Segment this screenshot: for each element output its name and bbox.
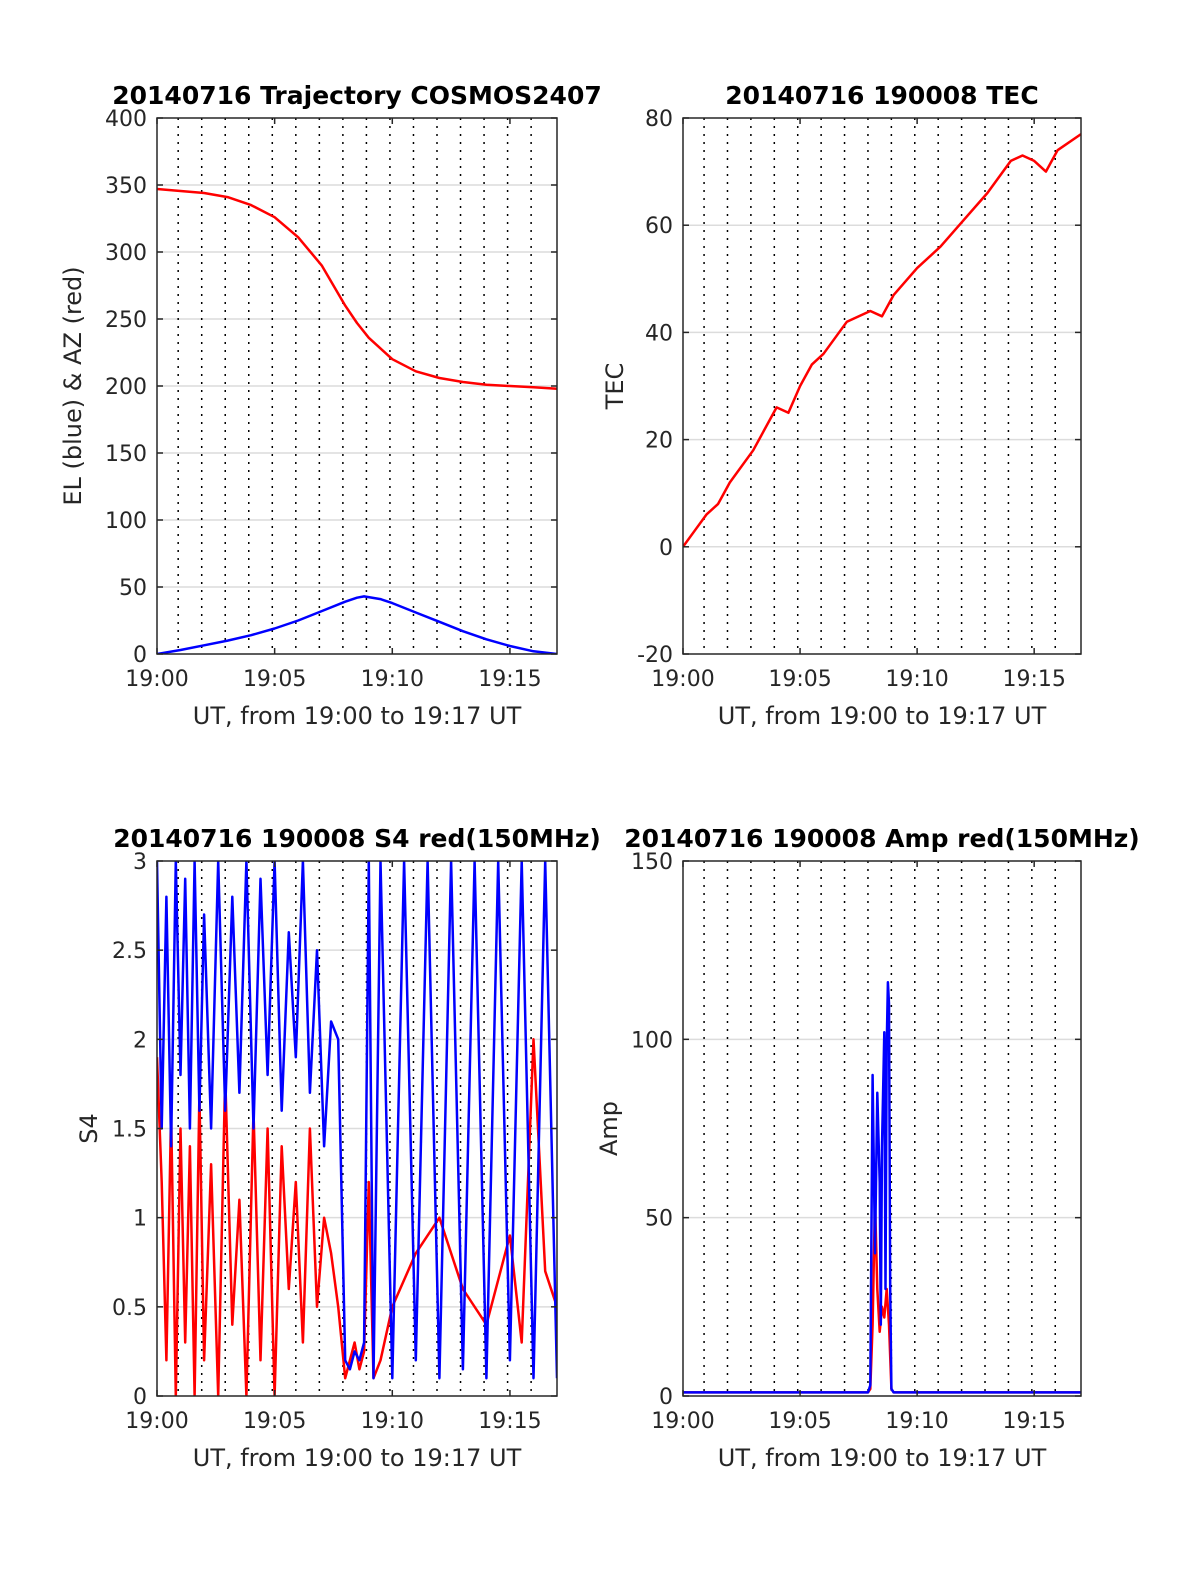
x-tick-label: 19:05 xyxy=(243,1409,306,1434)
series-line-blue xyxy=(157,595,557,654)
y-axis-label: TEC xyxy=(601,363,629,411)
y-tick-label: 200 xyxy=(105,375,147,400)
x-tick-label: 19:10 xyxy=(361,667,424,692)
chart-title: 20140716 190008 TEC xyxy=(725,81,1038,110)
x-tick-label: 19:05 xyxy=(768,1409,831,1434)
chart-panel-3: 0 0.5 1 1.5 2 2.5 3 19:00 19:05 19:10 19:15 2014071… xyxy=(75,824,601,1472)
series-line-red xyxy=(683,133,1081,548)
y-tick-label: 20 xyxy=(645,429,673,454)
series-line-blue xyxy=(157,861,557,1380)
series-line-red xyxy=(157,187,557,390)
y-tick-label: 400 xyxy=(105,107,147,132)
x-tick-label: 19:05 xyxy=(243,667,306,692)
x-axis-label: UT, from 19:00 to 19:17 UT xyxy=(193,702,522,730)
y-tick-label: 1 xyxy=(133,1207,147,1232)
x-tick-label: 19:15 xyxy=(1002,1409,1065,1434)
y-tick-label: 60 xyxy=(645,214,673,239)
y-tick-label: 150 xyxy=(105,442,147,467)
y-tick-label: 100 xyxy=(105,509,147,534)
axes-box xyxy=(682,860,1082,1397)
y-axis-label: Amp xyxy=(595,1101,623,1156)
series-line-red xyxy=(157,1038,557,1396)
y-tick-label: 0.5 xyxy=(112,1296,147,1321)
x-tick-label: 19:15 xyxy=(1002,667,1065,692)
y-tick-label: 100 xyxy=(631,1028,673,1053)
chart-title: 20140716 190008 S4 red(150MHz) xyxy=(113,824,601,853)
y-tick-label: 300 xyxy=(105,241,147,266)
y-tick-label: 50 xyxy=(119,576,147,601)
y-tick-label: 250 xyxy=(105,308,147,333)
y-tick-label: 40 xyxy=(645,321,673,346)
x-tick-label: 19:00 xyxy=(651,1409,714,1434)
x-tick-label: 19:05 xyxy=(768,667,831,692)
chart-panel-4: 0 50 100 150 19:00 19:05 19:10 19:15 20140716 19… xyxy=(595,824,1140,1472)
y-tick-label: 50 xyxy=(645,1207,673,1232)
y-tick-label: 3 xyxy=(133,850,147,875)
y-tick-label: 0 xyxy=(133,1385,147,1410)
y-tick-label: 150 xyxy=(631,850,673,875)
x-tick-label: 19:00 xyxy=(125,1409,188,1434)
chart-title: 20140716 Trajectory COSMOS2407 xyxy=(112,81,602,110)
y-tick-label: 350 xyxy=(105,174,147,199)
y-tick-label: 0 xyxy=(659,536,673,561)
y-axis-label: EL (blue) & AZ (red) xyxy=(59,266,87,505)
x-tick-label: 19:15 xyxy=(478,1409,541,1434)
x-axis-label: UT, from 19:00 to 19:17 UT xyxy=(718,702,1047,730)
chart-panel-1: 0 50 100 150 200 250 300 350 400 19:00 19:05 19:10 1… xyxy=(59,81,602,730)
x-tick-label: 19:00 xyxy=(651,667,714,692)
chart-title: 20140716 190008 Amp red(150MHz) xyxy=(624,824,1140,853)
x-tick-label: 19:00 xyxy=(125,667,188,692)
x-tick-label: 19:10 xyxy=(885,667,948,692)
axes-box xyxy=(682,117,1082,655)
y-axis-label: S4 xyxy=(75,1113,103,1144)
y-tick-label: 0 xyxy=(659,1385,673,1410)
y-tick-label: 80 xyxy=(645,107,673,132)
chart-panel-2: -20 0 20 40 60 80 19:00 19:05 19:10 19:15 20140716… xyxy=(601,81,1082,730)
x-tick-label: 19:10 xyxy=(361,1409,424,1434)
y-tick-label: 2 xyxy=(133,1028,147,1053)
y-tick-label: -20 xyxy=(637,643,673,668)
y-tick-label: 2.5 xyxy=(112,939,147,964)
x-tick-label: 19:15 xyxy=(478,667,541,692)
x-axis-label: UT, from 19:00 to 19:17 UT xyxy=(193,1444,522,1472)
x-axis-label: UT, from 19:00 to 19:17 UT xyxy=(718,1444,1047,1472)
x-tick-label: 19:10 xyxy=(885,1409,948,1434)
y-tick-label: 1.5 xyxy=(112,1118,147,1143)
y-tick-label: 0 xyxy=(133,643,147,668)
